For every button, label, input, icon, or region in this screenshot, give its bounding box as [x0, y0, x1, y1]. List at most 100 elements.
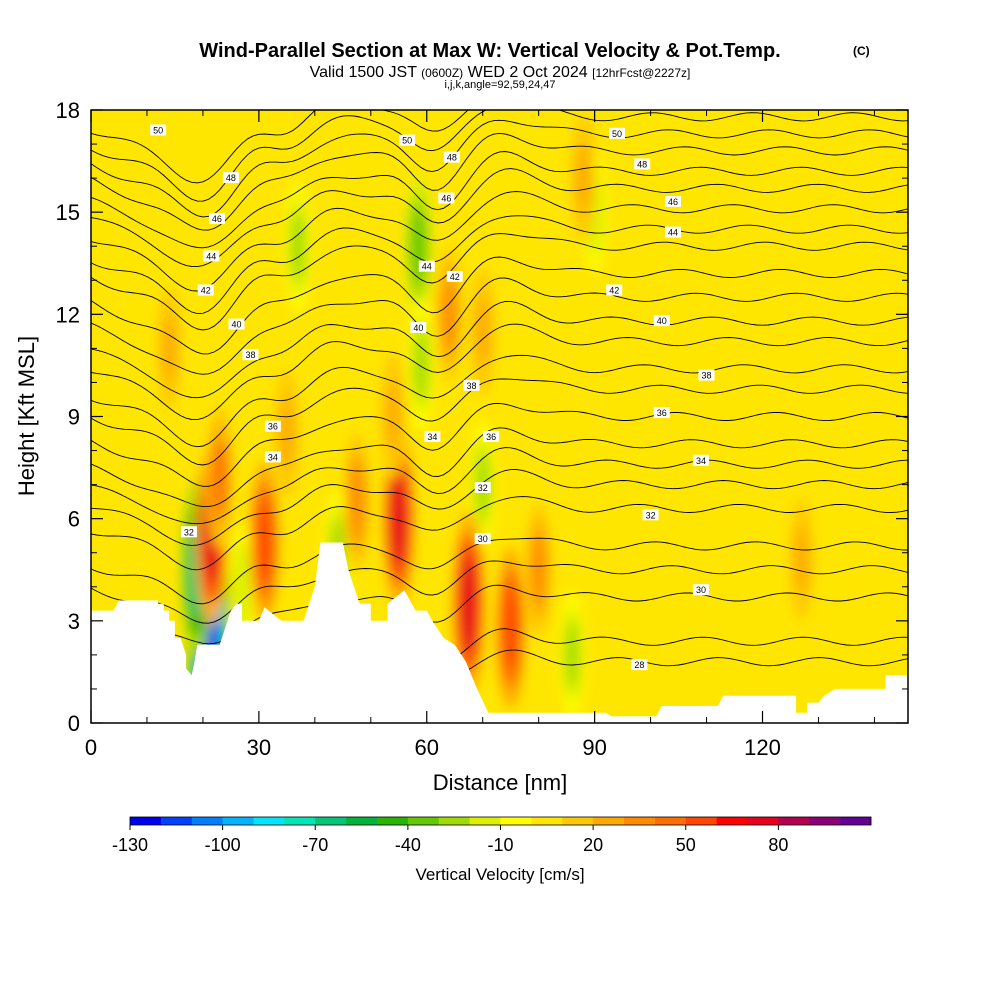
contour-label: 34: [424, 430, 441, 442]
colorbar-swatch: [253, 817, 285, 825]
contour-label: 48: [222, 172, 239, 184]
contour-label: 40: [653, 315, 670, 327]
colorbar-swatch: [377, 817, 409, 825]
isentrope-line: [91, 256, 908, 355]
svg-text:50: 50: [402, 136, 412, 146]
velocity-cell: [795, 526, 809, 593]
velocity-cell: [502, 583, 519, 672]
svg-text:48: 48: [637, 159, 647, 169]
colorbar-tick-label: -70: [302, 835, 328, 855]
svg-text:38: 38: [245, 350, 255, 360]
isentrope-line: [91, 537, 908, 605]
chart-subtitle: Valid 1500 JST (0600Z) WED 2 Oct 2024 [1…: [310, 64, 691, 81]
colorbar-swatch: [222, 817, 254, 825]
isentrope-line: [91, 427, 908, 508]
svg-text:40: 40: [231, 320, 241, 330]
x-tick-label: 30: [247, 735, 271, 760]
velocity-cell: [291, 210, 305, 283]
contour-label: 46: [208, 212, 225, 224]
isentrope-line: [91, 215, 908, 315]
contour-label: 40: [410, 321, 427, 333]
svg-text:40: 40: [413, 323, 423, 333]
colorbar-swatch: [809, 817, 841, 825]
colorbar-swatch: [840, 817, 872, 825]
svg-text:36: 36: [657, 408, 667, 418]
velocity-cell: [256, 498, 273, 587]
x-tick-label: 120: [744, 735, 781, 760]
colorbar-tick-label: 20: [583, 835, 603, 855]
colorbar-swatch: [469, 817, 501, 825]
svg-text:44: 44: [206, 251, 216, 261]
svg-text:32: 32: [646, 510, 656, 520]
isentrope-line: [91, 402, 908, 487]
colorbar-tick-label: -10: [487, 835, 513, 855]
svg-text:44: 44: [668, 228, 678, 238]
isentrope-line: [91, 354, 908, 448]
colorbar-swatch: [562, 817, 594, 825]
contour-label: 36: [264, 420, 281, 432]
terrain: [91, 542, 908, 723]
isentrope-line: [91, 110, 469, 184]
velocity-cell: [212, 438, 227, 517]
contour-label: 48: [634, 158, 651, 170]
svg-text:40: 40: [657, 316, 667, 326]
copyright-mark: (C): [853, 44, 870, 58]
colorbar-swatch: [778, 817, 810, 825]
contour-label: 50: [399, 134, 416, 146]
colorbar-swatch: [191, 817, 223, 825]
contour-labels: 50 48 46 44 42 40 38 36 34 32 50 48 46 44 42 40 38 36 34 32…: [150, 124, 715, 671]
colorbar-tick-label: 50: [676, 835, 696, 855]
contour-label: 36: [483, 430, 500, 442]
colorbar-swatch: [716, 817, 748, 825]
contour-label: 46: [438, 192, 455, 204]
y-tick-label: 9: [68, 405, 80, 430]
svg-text:46: 46: [441, 194, 451, 204]
velocity-cell: [386, 382, 400, 451]
svg-text:38: 38: [467, 381, 477, 391]
velocity-cell: [576, 143, 591, 213]
y-tick-label: 0: [68, 711, 80, 736]
svg-text:42: 42: [609, 285, 619, 295]
contour-label: 50: [609, 127, 626, 139]
contour-label: 42: [446, 270, 463, 282]
y-tick-label: 18: [56, 98, 80, 123]
svg-text:34: 34: [268, 452, 278, 462]
colorbar-swatch: [531, 817, 563, 825]
isentrope-line: [91, 300, 908, 399]
colorbar: -130 -100 -70 -40 -10 20 50 80: [112, 816, 872, 855]
svg-text:28: 28: [634, 660, 644, 670]
contour-label: 38: [698, 369, 715, 381]
colorbar-swatch: [346, 817, 378, 825]
y-tick-label: 3: [68, 609, 80, 634]
contour-label: 32: [180, 526, 197, 538]
contour-label: 40: [228, 318, 245, 330]
subtitle-forecast: [12hrFcst@2227z]: [592, 66, 690, 80]
velocity-cell: [459, 553, 478, 655]
isentrope-line: [91, 277, 908, 375]
y-axis-label: Height [Kft MSL]: [14, 336, 39, 496]
contour-label: 36: [653, 407, 670, 419]
contour-label: 30: [692, 584, 709, 596]
contour-label: 50: [150, 124, 167, 136]
contour-label: 28: [631, 659, 648, 671]
colorbar-swatch: [438, 817, 470, 825]
contour-label: 34: [692, 454, 709, 466]
isentrope-line: [91, 560, 908, 624]
velocity-cell: [414, 329, 429, 402]
contour-label: 42: [197, 284, 214, 296]
contour-label: 30: [474, 533, 491, 545]
velocity-cell: [565, 620, 579, 690]
colorbar-swatch: [654, 817, 687, 825]
colorbar-swatch: [407, 817, 440, 825]
svg-text:34: 34: [696, 456, 706, 466]
colorbar-tick-label: -100: [205, 835, 241, 855]
x-tick-label: 0: [85, 735, 97, 760]
svg-text:38: 38: [702, 371, 712, 381]
contour-label: 38: [242, 349, 259, 361]
contour-label: 44: [418, 260, 435, 272]
svg-text:50: 50: [153, 125, 163, 135]
contour-label: 32: [642, 509, 659, 521]
y-tick-label: 6: [68, 507, 80, 532]
svg-text:32: 32: [184, 527, 194, 537]
